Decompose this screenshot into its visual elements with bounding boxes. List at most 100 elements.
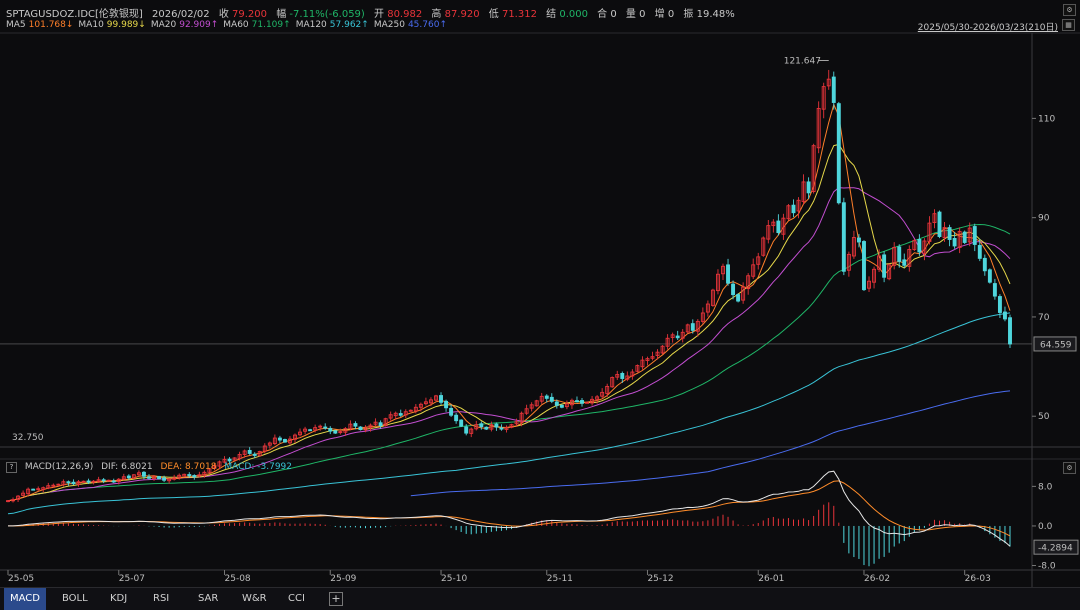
calendar-icon[interactable]: ▦	[1062, 19, 1075, 31]
candle-body	[856, 237, 861, 243]
macd-settings-icon[interactable]: ⚙	[1063, 462, 1076, 474]
tab-sar[interactable]: SAR	[198, 593, 219, 604]
candle-body	[957, 231, 962, 249]
candle-body	[338, 431, 343, 434]
candle-body	[353, 423, 358, 427]
candle-body	[786, 205, 791, 220]
candle-body	[595, 396, 600, 400]
last-price-box	[1033, 336, 1077, 352]
ma-name: MA10	[78, 20, 104, 30]
candle-body	[731, 283, 736, 296]
high-label: 高	[431, 9, 442, 20]
candle-body	[207, 468, 212, 473]
candle-body	[952, 238, 957, 247]
candle-body	[766, 225, 771, 240]
candle-body	[474, 424, 479, 430]
candle-body	[489, 424, 494, 430]
tab-boll[interactable]: BOLL	[62, 593, 88, 604]
candle-body	[147, 476, 151, 479]
candle-body	[308, 429, 313, 432]
candle-body	[705, 303, 710, 313]
ma-name: MA250	[373, 20, 405, 30]
candle-body	[862, 241, 866, 291]
candle-body	[544, 395, 549, 399]
candle-body	[428, 399, 433, 404]
ma-value: 99.989↓	[106, 20, 146, 30]
macd-y-tick-label: -8.0	[1038, 562, 1056, 572]
candle-body	[277, 437, 282, 441]
tab-kdj[interactable]: KDJ	[110, 593, 128, 604]
min-price-label: 32.750	[12, 433, 44, 443]
volume-value: 0	[639, 9, 646, 20]
candle-body	[675, 335, 680, 339]
candle-body	[997, 296, 1002, 313]
candle-body	[650, 356, 655, 359]
candle-body	[700, 312, 705, 322]
candle-body	[640, 359, 645, 368]
macd-y-tick-label: 0.0	[1038, 522, 1053, 532]
dea-label: DEA:	[160, 462, 183, 472]
tab-cci[interactable]: CCI	[288, 593, 305, 604]
x-tick-label: 25-08	[225, 574, 251, 584]
candle-body	[167, 478, 172, 482]
candle-body	[418, 403, 423, 408]
open-value: 80.982	[387, 9, 423, 20]
candle-body	[826, 78, 831, 87]
tab-rsi[interactable]: RSI	[153, 593, 170, 604]
candle-body	[630, 371, 635, 377]
candle-body	[575, 400, 579, 403]
ma-legend-item: MA5 101.768↓	[6, 20, 73, 30]
candle-body	[816, 108, 821, 149]
macd-value: -3.7992	[257, 462, 293, 472]
candle-body	[962, 231, 967, 243]
candle-body	[378, 422, 383, 427]
candle-body	[534, 400, 539, 407]
candle-body	[288, 438, 292, 444]
candle-body	[21, 492, 26, 496]
candle-body	[403, 411, 408, 416]
candle-body	[736, 294, 741, 302]
candle-body	[922, 240, 927, 254]
y-tick-label: 110	[1038, 114, 1055, 124]
candle-body	[514, 421, 519, 425]
candle-body	[655, 351, 660, 356]
candle-body	[318, 425, 323, 428]
candle-body	[363, 427, 368, 431]
add-tab-icon[interactable]: +	[329, 592, 343, 606]
candle-body	[373, 421, 378, 425]
x-tick-label: 26-03	[965, 574, 991, 584]
candle-body	[182, 473, 187, 477]
candle-body	[721, 265, 725, 275]
candle-body	[172, 477, 177, 480]
candle-body	[126, 475, 131, 479]
candle-body	[31, 488, 36, 491]
candle-body	[907, 248, 912, 267]
ma-legend-item: MA120 57.962↑	[296, 20, 369, 30]
candle-body	[96, 479, 101, 483]
ma-name: MA5	[6, 20, 26, 30]
tab-macd[interactable]: MACD	[4, 588, 46, 610]
open-label: 开	[374, 9, 385, 20]
candle-body	[313, 427, 318, 431]
y-tick-label: 50	[1038, 412, 1050, 422]
date-range[interactable]: 2025/05/30-2026/03/23(210日)	[917, 23, 1058, 33]
max-price-label: 121.647	[784, 57, 821, 67]
candle-body	[464, 426, 469, 434]
amplitude-label: 振	[683, 9, 694, 20]
y-tick-label: 90	[1038, 214, 1050, 224]
candle-body	[111, 480, 116, 483]
candle-body	[590, 398, 595, 404]
candle-body	[549, 396, 554, 402]
candle-body	[554, 401, 559, 406]
help-icon[interactable]: ?	[6, 462, 17, 473]
candle-body	[942, 227, 947, 239]
candle-body	[569, 399, 574, 406]
candle-body	[796, 199, 801, 212]
settings-icon[interactable]: ⚙	[1063, 4, 1076, 16]
tab-wr[interactable]: W&R	[242, 593, 267, 604]
candle-body	[1003, 311, 1007, 320]
x-tick-label: 26-02	[864, 574, 890, 584]
candle-body	[217, 461, 222, 467]
candle-body	[237, 453, 242, 459]
change-label: 幅	[276, 9, 287, 20]
